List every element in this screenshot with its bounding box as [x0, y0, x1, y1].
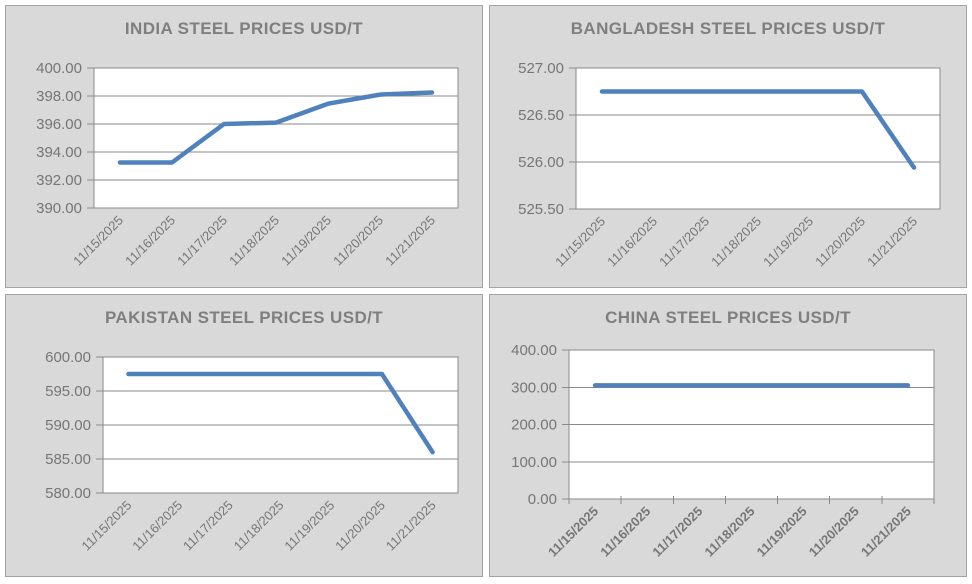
x-tick-label: 11/15/2025 — [79, 498, 135, 554]
x-tick-label: 11/16/2025 — [129, 498, 185, 554]
chart-title-pakistan: PAKISTAN STEEL PRICES USD/T — [104, 308, 384, 327]
y-tick-label: 526.00 — [518, 154, 564, 171]
y-tick-label: 200.00 — [511, 417, 557, 434]
y-tick-label: 527.00 — [518, 60, 564, 77]
charts-grid: INDIA STEEL PRICES USD/T 390.00 392.00 394… — [5, 5, 967, 577]
plot-area — [575, 67, 941, 210]
x-tick-label: 11/20/2025 — [806, 504, 862, 560]
price-line — [126, 371, 435, 455]
price-line — [117, 90, 435, 165]
y-tick-label: 400.00 — [36, 60, 82, 77]
price-line — [599, 89, 917, 170]
y-tick-label: 595.00 — [45, 383, 91, 400]
y-tick-label: 585.00 — [45, 451, 91, 468]
chart-title-china: CHINA STEEL PRICES USD/T — [605, 308, 851, 327]
pakistan-line-chart: 580.00 585.00 590.00 595.00 600.00 11/15/2025… — [45, 349, 459, 554]
y-tick-label: 580.00 — [45, 485, 91, 502]
y-tick-label: 390.00 — [36, 200, 82, 217]
x-tick-label: 11/17/2025 — [649, 504, 705, 560]
x-tick-label: 11/20/2025 — [812, 214, 868, 270]
bangladesh-line-chart: 525.50 526.00 526.50 527.00 11/15/202511/16/… — [518, 60, 941, 270]
x-tick-label: 11/16/2025 — [122, 213, 178, 269]
x-tick-label: 11/21/2025 — [382, 213, 438, 269]
x-tick-label: 11/16/2025 — [604, 214, 660, 270]
chart-title-bangladesh: BANGLADESH STEEL PRICES USD/T — [570, 19, 886, 38]
india-line-chart: 390.00 392.00 394.00 396.00 398.00 400.00 11/1… — [36, 60, 459, 269]
y-tick-label: 590.00 — [45, 417, 91, 434]
x-tick-label: 11/17/2025 — [174, 213, 230, 269]
x-tick-label: 11/21/2025 — [864, 214, 920, 270]
x-tick-label: 11/17/2025 — [656, 214, 712, 270]
y-tick-label: 600.00 — [45, 349, 91, 366]
x-tick-label: 11/21/2025 — [383, 498, 439, 554]
y-tick-label: 400.00 — [511, 342, 557, 359]
x-tick-label: 11/17/2025 — [180, 498, 236, 554]
y-tick-label: 100.00 — [511, 454, 557, 471]
x-tick-label: 11/20/2025 — [332, 498, 388, 554]
x-tick-label: 11/15/2025 — [545, 504, 601, 560]
x-tick-label: 11/15/2025 — [552, 214, 608, 270]
x-tick-label: 11/20/2025 — [330, 213, 386, 269]
y-tick-label: 0.00 — [528, 491, 557, 508]
x-tick-label: 11/21/2025 — [858, 504, 914, 560]
y-tick-label: 398.00 — [36, 88, 82, 105]
y-tick-label: 396.00 — [36, 116, 82, 133]
y-tick-label: 394.00 — [36, 144, 82, 161]
x-tick-label: 11/18/2025 — [226, 213, 282, 269]
x-tick-label: 11/19/2025 — [281, 498, 337, 554]
x-tick-label: 11/15/2025 — [70, 213, 126, 269]
y-tick-label: 300.00 — [511, 379, 557, 396]
y-tick-label: 392.00 — [36, 172, 82, 189]
chart-panel-china: CHINA STEEL PRICES USD/T 0.00 100.00 200.0… — [489, 294, 967, 577]
y-tick-label: 525.50 — [518, 201, 564, 218]
chart-title-india: INDIA STEEL PRICES USD/T — [124, 19, 364, 38]
china-line-chart: 0.00100.00200.00300.00400.0011/15/202511… — [511, 342, 935, 560]
chart-panel-pakistan: PAKISTAN STEEL PRICES USD/T 580.00 585.00… — [5, 294, 483, 577]
x-tick-label: 11/16/2025 — [597, 504, 653, 560]
x-tick-label: 11/19/2025 — [760, 214, 816, 270]
chart-panel-bangladesh: BANGLADESH STEEL PRICES USD/T 525.50 526.… — [489, 5, 967, 288]
x-tick-label: 11/19/2025 — [278, 213, 334, 269]
x-tick-label: 11/19/2025 — [754, 504, 810, 560]
x-tick-label: 11/18/2025 — [702, 504, 758, 560]
y-tick-label: 526.50 — [518, 107, 564, 124]
plot-area — [93, 67, 459, 209]
chart-panel-india: INDIA STEEL PRICES USD/T 390.00 392.00 394… — [5, 5, 483, 288]
x-tick-label: 11/18/2025 — [231, 498, 287, 554]
x-tick-label: 11/18/2025 — [708, 214, 764, 270]
